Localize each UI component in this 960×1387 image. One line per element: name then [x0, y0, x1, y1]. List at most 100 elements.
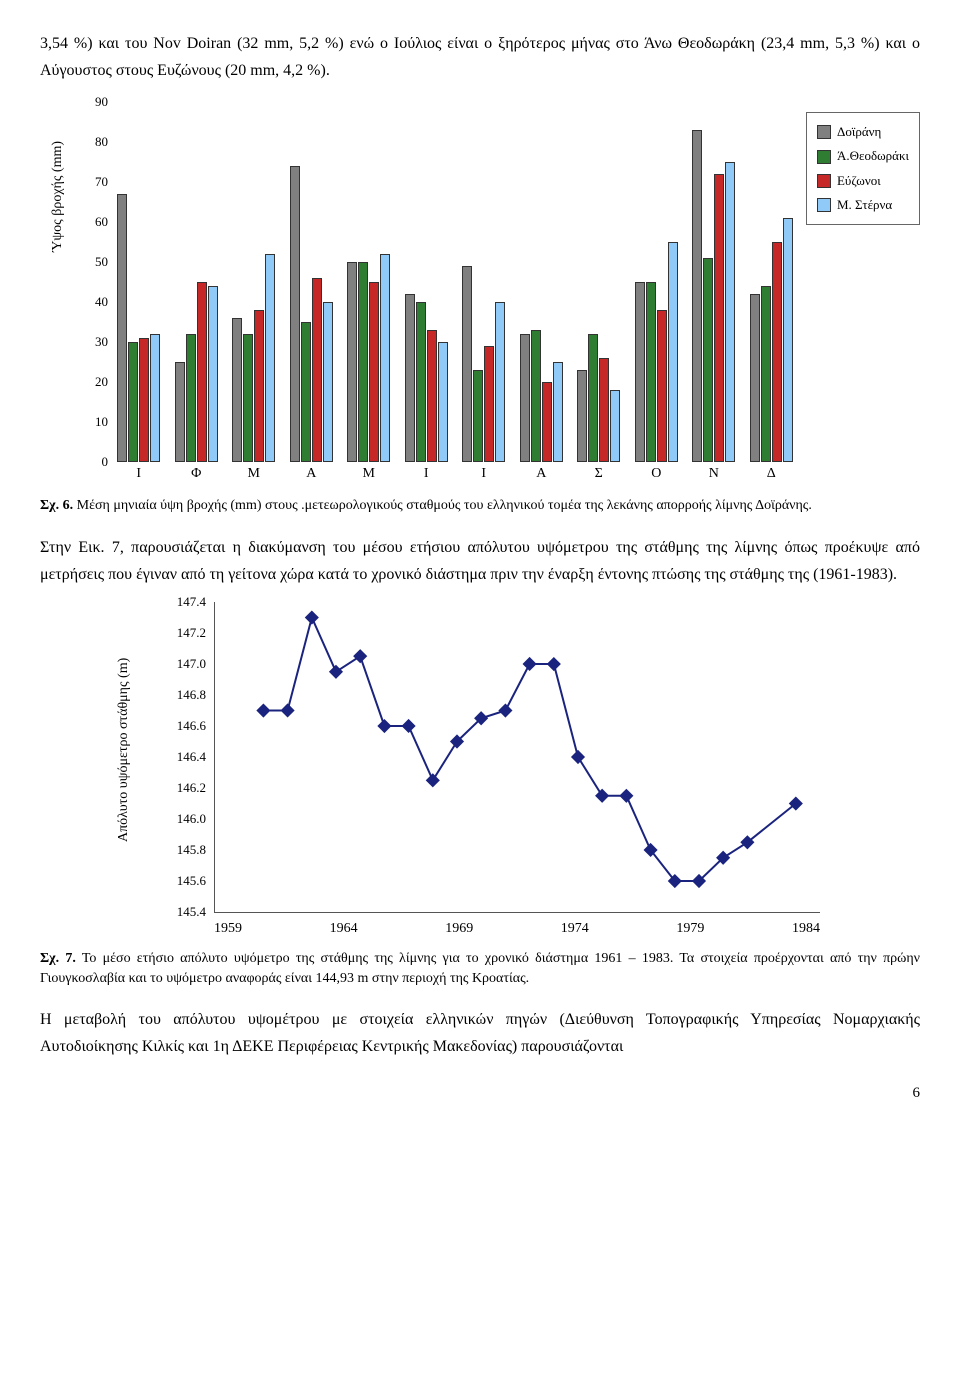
bar-chart-bar [703, 258, 713, 462]
bar-chart-x-label: Φ [168, 462, 226, 486]
legend-label: Ά.Θεοδωράκι [837, 145, 909, 167]
line-chart-marker [498, 704, 512, 718]
bar-chart-bar [725, 162, 735, 462]
bar-chart-y-tick: 90 [95, 91, 108, 113]
bar-chart-y-tick: 70 [95, 171, 108, 193]
bar-chart-bar [197, 282, 207, 462]
bar-chart-y-tick: 50 [95, 251, 108, 273]
legend-swatch [817, 150, 831, 164]
line-chart-y-ticks: 145.4145.6145.8146.0146.2146.4146.6146.8… [160, 602, 210, 912]
line-chart-x-label: 1964 [330, 917, 358, 941]
bar-chart-bar [290, 166, 300, 462]
bar-chart-bar [301, 322, 311, 462]
legend-swatch [817, 125, 831, 139]
figure6-caption-label: Σχ. 6. [40, 498, 73, 513]
bar-chart-bar [438, 342, 448, 462]
line-chart-marker [377, 719, 391, 733]
bar-chart-bar [495, 302, 505, 462]
line-chart-marker [595, 789, 609, 803]
bar-chart-bar [265, 254, 275, 462]
bar-chart-y-tick: 10 [95, 411, 108, 433]
figure7-caption: Σχ. 7. Το μέσο ετήσιο απόλυτο υψόμετρο τ… [40, 949, 920, 988]
legend-row: Ά.Θεοδωράκι [817, 145, 909, 167]
bar-chart-y-tick: 60 [95, 211, 108, 233]
bar-chart-bar [186, 334, 196, 462]
line-chart-y-tick: 146.6 [177, 715, 206, 737]
mid-paragraph: Στην Εικ. 7, παρουσιάζεται η διακύμανση … [40, 534, 920, 588]
line-chart-x-label: 1974 [561, 917, 589, 941]
bar-chart-y-tick: 20 [95, 371, 108, 393]
line-chart-svg [215, 602, 820, 912]
bar-chart-figure: Ύψος βροχής (mm) 0102030405060708090 ΙΦΜ… [40, 102, 920, 486]
bar-chart-bar [358, 262, 368, 462]
bar-chart-bar [323, 302, 333, 462]
bar-chart-month-group [628, 242, 686, 462]
bar-chart-month-group [110, 194, 168, 462]
bar-chart-bar [657, 310, 667, 462]
bar-chart-month-group [340, 254, 398, 462]
final-paragraph: Η μεταβολή του απόλυτου υψομέτρου με στο… [40, 1006, 920, 1060]
bar-chart-bar [254, 310, 264, 462]
bar-chart-y-tick: 30 [95, 331, 108, 353]
bar-chart-y-tick: 0 [102, 451, 109, 473]
bar-chart-bar [714, 174, 724, 462]
legend-label: Μ. Στέρνα [837, 194, 892, 216]
legend-row: Μ. Στέρνα [817, 194, 909, 216]
bar-chart-bar [416, 302, 426, 462]
bar-chart-bar [150, 334, 160, 462]
line-chart-marker [547, 657, 561, 671]
bar-chart-month-group [743, 218, 801, 462]
bar-chart-bar [553, 362, 563, 462]
bar-chart-bar [772, 242, 782, 462]
line-chart-x-label: 1969 [445, 917, 473, 941]
bar-chart-bar [405, 294, 415, 462]
bar-chart-x-label: Δ [743, 462, 801, 486]
bar-chart-month-group [455, 266, 513, 462]
bar-chart-x-label: Ν [685, 462, 743, 486]
line-chart-y-tick: 147.2 [177, 622, 206, 644]
bar-chart-x-label: Μ [225, 462, 283, 486]
line-chart-marker [281, 704, 295, 718]
page-number: 6 [40, 1081, 920, 1107]
bar-chart-bar [520, 334, 530, 462]
bar-chart-bar [761, 286, 771, 462]
bar-chart-x-label: Σ [570, 462, 628, 486]
bar-chart-x-labels: ΙΦΜΑΜΙΙΑΣΟΝΔ [110, 462, 800, 486]
bar-chart-x-label: Α [513, 462, 571, 486]
line-chart-plot-area [214, 602, 820, 913]
legend-label: Δοϊράνη [837, 121, 881, 143]
bar-chart-bar [646, 282, 656, 462]
line-chart-marker [426, 773, 440, 787]
bar-chart-legend: ΔοϊράνηΆ.ΘεοδωράκιΕύζωνοιΜ. Στέρνα [806, 112, 920, 224]
bar-chart-bar [531, 330, 541, 462]
bar-chart-month-group [513, 330, 571, 462]
bar-chart-y-ticks: 0102030405060708090 [80, 102, 108, 462]
bar-chart-bar [139, 338, 149, 462]
bar-chart-bar [175, 362, 185, 462]
bar-chart-bar [577, 370, 587, 462]
bar-chart-bar [208, 286, 218, 462]
line-chart-marker [329, 665, 343, 679]
bar-chart-bar [484, 346, 494, 462]
bar-chart-bar [783, 218, 793, 462]
legend-swatch [817, 198, 831, 212]
bar-chart-month-group [168, 282, 226, 462]
line-chart-y-tick: 145.4 [177, 901, 206, 923]
bar-chart-bar [312, 278, 322, 462]
line-chart-figure: Απόλυτο υψόμετρο στάθμης (m) 145.4145.61… [140, 602, 820, 941]
line-chart-x-label: 1959 [214, 917, 242, 941]
bar-chart-bar [610, 390, 620, 462]
legend-row: Δοϊράνη [817, 121, 909, 143]
line-chart-marker [523, 657, 537, 671]
bar-chart-bar [380, 254, 390, 462]
figure6-caption: Σχ. 6. Μέση μηνιαία ύψη βροχής (mm) στου… [40, 496, 920, 516]
line-chart-x-label: 1979 [676, 917, 704, 941]
bar-chart-x-label: Α [283, 462, 341, 486]
line-chart-marker [571, 750, 585, 764]
bar-chart-bar [588, 334, 598, 462]
line-chart-y-label: Απόλυτο υψόμετρο στάθμης (m) [112, 658, 136, 842]
figure7-caption-text: Το μέσο ετήσιο απόλυτο υψόμετρο της στάθ… [40, 951, 920, 986]
line-chart-y-tick: 147.4 [177, 591, 206, 613]
bar-chart-bar [347, 262, 357, 462]
line-chart-marker [256, 704, 270, 718]
